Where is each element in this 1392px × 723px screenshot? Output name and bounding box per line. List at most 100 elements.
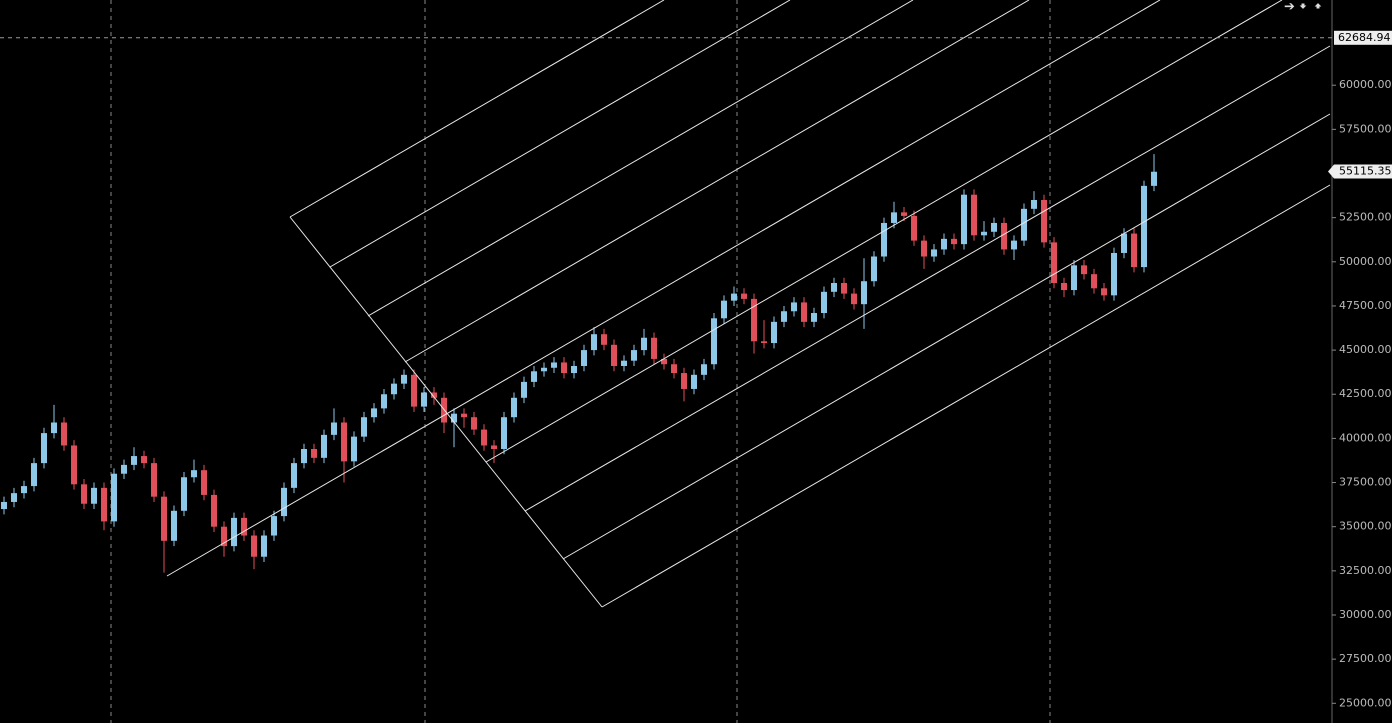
candle-body	[101, 487, 107, 522]
candle-body	[431, 392, 437, 398]
candle-body	[671, 364, 677, 374]
candle-body	[1081, 265, 1087, 275]
candle-body	[451, 413, 457, 423]
candle-body	[131, 456, 137, 465]
candle-body	[721, 300, 727, 319]
candle-body	[851, 293, 857, 305]
candle-body	[561, 362, 567, 374]
candle-body	[321, 434, 327, 458]
crosshair-label: 62684.94	[1338, 31, 1391, 44]
y-tick-label: 45000.00	[1339, 343, 1392, 356]
candle-body	[201, 470, 207, 495]
candle-body	[1011, 240, 1017, 250]
candle-body	[121, 464, 127, 474]
drawing-line	[367, 0, 914, 317]
candle-body	[51, 422, 57, 434]
candle-body	[1111, 252, 1117, 296]
candle-body	[931, 249, 937, 257]
candle-body	[1001, 222, 1007, 250]
candle-body	[271, 516, 277, 536]
candle-body	[261, 535, 267, 557]
pitchfork-drawing	[166, 0, 1331, 608]
candle-body	[461, 413, 467, 418]
y-tick-label: 32500.00	[1339, 564, 1392, 577]
candle-body	[1091, 274, 1097, 289]
y-tick-label: 40000.00	[1339, 431, 1392, 444]
toolbar-arrows[interactable]: ➔ 🠻 🠹	[1284, 0, 1322, 15]
candle-body	[21, 486, 27, 494]
arrow-down-icon[interactable]: 🠻	[1299, 0, 1307, 15]
arrow-right-icon[interactable]: ➔	[1284, 0, 1295, 15]
candle-body	[861, 281, 867, 305]
candle-body	[991, 222, 997, 232]
drawing-line	[601, 184, 1331, 608]
candle-body	[791, 302, 797, 312]
candle-body	[191, 470, 197, 478]
candle-body	[291, 463, 297, 488]
drawing-line	[329, 0, 791, 268]
candle-body	[961, 194, 967, 245]
candle-body	[801, 302, 807, 322]
candle-body	[471, 417, 477, 430]
y-tick-label: 42500.00	[1339, 387, 1392, 400]
candle-body	[361, 417, 367, 437]
candle-body	[311, 448, 317, 458]
candle-body	[251, 535, 257, 557]
candle-body	[591, 334, 597, 351]
candle-body	[11, 493, 17, 502]
candle-body	[111, 473, 117, 522]
candle-body	[681, 373, 687, 389]
candle-body	[1021, 208, 1027, 241]
candle-body	[951, 238, 957, 245]
arrow-up-icon[interactable]: 🠹	[1314, 0, 1322, 15]
candle-body	[831, 282, 837, 292]
candle-body	[821, 291, 827, 314]
candle-body	[811, 313, 817, 322]
candle-body	[1151, 171, 1157, 186]
drawing-line	[404, 0, 1030, 363]
candle-body	[1071, 265, 1077, 291]
y-tick-label: 47500.00	[1339, 299, 1392, 312]
candle-body	[571, 365, 577, 374]
y-axis: 25000.00 27500.00 30000.00 32500.00 35000.00…	[1332, 78, 1392, 709]
candle-body	[1031, 199, 1037, 209]
candle-body	[531, 371, 537, 382]
candle-body	[731, 293, 737, 301]
candle-body	[91, 487, 97, 504]
candle-body	[1101, 288, 1107, 296]
candle-body	[421, 392, 427, 407]
candle-body	[401, 374, 407, 384]
candle-body	[381, 394, 387, 409]
candle-body	[631, 350, 637, 361]
candle-body	[541, 367, 547, 372]
candle-body	[901, 212, 907, 216]
y-tick-label: 60000.00	[1339, 78, 1392, 91]
candle-body	[411, 374, 417, 407]
candle-body	[371, 408, 377, 418]
candle-body	[301, 448, 307, 464]
candle-body	[891, 212, 897, 223]
last-price-label: 55115.35	[1339, 164, 1392, 177]
candle-body	[491, 445, 497, 449]
candle-body	[81, 484, 87, 504]
candle-body	[61, 422, 67, 446]
candle-body	[231, 517, 237, 547]
drawing-line	[524, 45, 1331, 512]
drawing-line	[485, 0, 1283, 463]
candles	[1, 154, 1157, 573]
candle-body	[601, 334, 607, 345]
candle-body	[521, 381, 527, 398]
y-tick-label: 37500.00	[1339, 476, 1392, 489]
y-tick-label: 27500.00	[1339, 652, 1392, 665]
candle-body	[761, 341, 767, 344]
y-tick-label: 52500.00	[1339, 211, 1392, 224]
candle-body	[1041, 199, 1047, 243]
candle-body	[1051, 242, 1057, 283]
candle-body	[661, 358, 667, 365]
candle-body	[161, 496, 167, 541]
candle-body	[181, 477, 187, 511]
candle-body	[911, 215, 917, 241]
